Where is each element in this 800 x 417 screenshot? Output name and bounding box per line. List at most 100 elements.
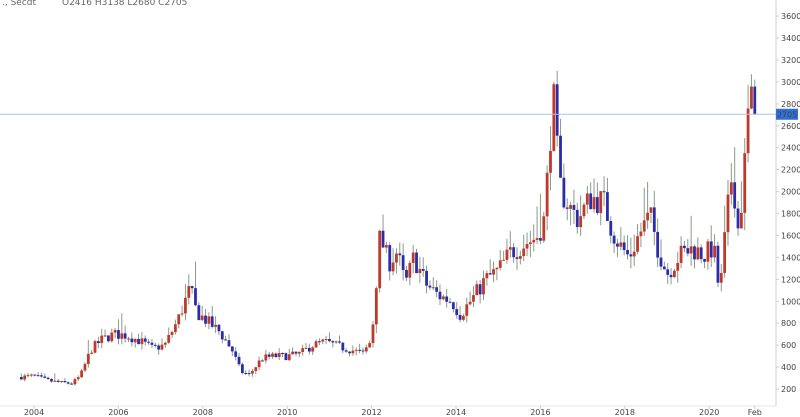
candle-up [582, 204, 586, 217]
candle-up [110, 332, 114, 342]
x-tick-label: 2010 [277, 408, 297, 417]
candle-up [431, 287, 435, 289]
candle-down [589, 193, 593, 210]
candle-up [120, 333, 124, 339]
candle-down [438, 291, 442, 300]
candle-down [401, 255, 405, 270]
candle-down [244, 372, 248, 374]
candle-up [579, 216, 583, 228]
candle-up [29, 374, 33, 376]
candle-down [50, 379, 53, 382]
candle-up [26, 375, 30, 377]
candle-up [83, 363, 87, 371]
candle-up [93, 341, 97, 353]
candle-up [636, 236, 639, 252]
candle-up [351, 350, 355, 354]
candle-down [344, 350, 348, 352]
candle-up [354, 349, 358, 351]
candle-up [525, 244, 529, 249]
candle-up [167, 334, 171, 343]
candle-down [281, 352, 284, 354]
candle-down [40, 375, 43, 377]
candle-up [368, 343, 372, 348]
candle-up [301, 348, 305, 352]
candle-down [572, 205, 576, 210]
y-tick-label: 2800 [781, 100, 800, 109]
candle-down [716, 245, 720, 283]
candle-down [294, 351, 298, 354]
candle-up [297, 351, 301, 354]
candle-down [616, 243, 619, 247]
candle-up [569, 205, 572, 209]
candle-up [713, 245, 716, 258]
x-tick-label: 2004 [24, 408, 44, 417]
candle-up [505, 249, 509, 260]
x-axis: 2004 2006 2008 2010 2012 2014 2016 2018 2020 Feb [24, 406, 762, 417]
candle-down [194, 288, 197, 306]
candle-up [133, 338, 137, 343]
candle-down [43, 376, 47, 378]
candle-down [699, 247, 703, 260]
candle-up [187, 286, 191, 298]
candle-down [331, 341, 335, 343]
candle-down [36, 375, 40, 377]
candle-down [602, 191, 606, 193]
candle-up [384, 245, 388, 248]
x-tick-label: 2018 [615, 408, 635, 417]
candle-up [672, 270, 676, 278]
candle-up [532, 239, 536, 243]
candle-down [388, 245, 392, 272]
y-tick-label: 800 [781, 319, 796, 328]
x-tick-label: 2008 [193, 408, 213, 417]
candle-down [595, 197, 599, 213]
candle-down [267, 354, 271, 357]
x-tick-label: 2014 [446, 408, 466, 417]
candle-down [609, 221, 613, 236]
candle-up [465, 304, 469, 316]
x-tick-label: Feb [748, 408, 762, 417]
candle-down [33, 374, 37, 376]
candle-down [662, 266, 666, 270]
candle-down [425, 270, 428, 286]
candle-down [204, 315, 207, 324]
candle-down [626, 250, 629, 255]
candle-down [137, 338, 140, 345]
candle-up [549, 150, 552, 173]
y-tick-label: 1200 [781, 275, 800, 284]
candle-up [314, 341, 318, 348]
x-tick-label: 2016 [530, 408, 550, 417]
candle-down [478, 284, 482, 295]
candle-up [676, 262, 680, 271]
candle-up [585, 193, 589, 205]
candle-up [646, 212, 650, 221]
candle-up [418, 269, 422, 274]
candle-up [160, 344, 164, 350]
x-tick-label: 2020 [699, 408, 719, 417]
candle-down [565, 207, 569, 209]
candle-up [475, 284, 479, 296]
candle-down [753, 86, 757, 115]
candle-down [666, 269, 670, 275]
candle-down [652, 207, 656, 232]
candle-down [659, 257, 663, 267]
candle-down [428, 285, 432, 288]
candle-down [693, 246, 696, 260]
candle-down [733, 182, 737, 209]
candle-down [240, 364, 244, 373]
candle-down [669, 274, 673, 278]
candle-down [622, 242, 626, 251]
candle-up [173, 324, 177, 333]
candle-up [324, 339, 328, 341]
candle-up [140, 338, 144, 345]
candle-up [364, 347, 368, 352]
y-tick-label: 3200 [781, 56, 800, 65]
candle-up [23, 375, 27, 380]
candle-down [421, 269, 425, 271]
y-tick-label: 3600 [781, 12, 800, 21]
y-tick-label: 2600 [781, 122, 800, 131]
candle-down [448, 301, 452, 303]
last-price-label: 2705 [777, 110, 797, 119]
candle-down [227, 340, 231, 347]
candle-up [304, 347, 308, 349]
candle-down [709, 241, 713, 258]
